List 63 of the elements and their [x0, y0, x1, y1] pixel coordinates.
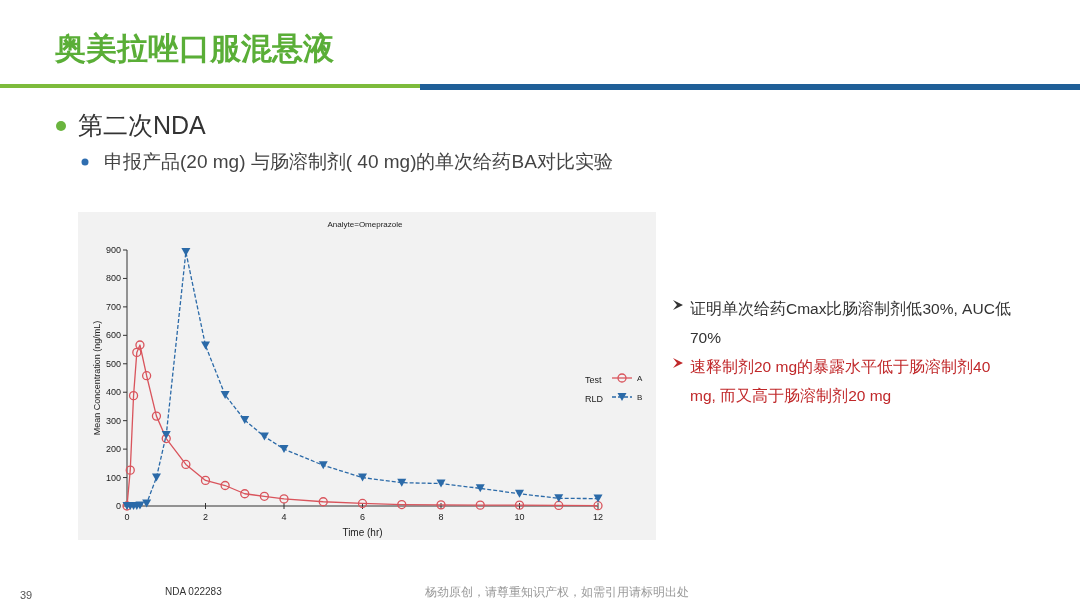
x-tick-label: 6	[359, 512, 366, 522]
chart-subtitle: Analyte=Omeprazole	[327, 220, 404, 229]
text: 39	[20, 589, 33, 601]
point	[259, 491, 270, 501]
point	[514, 500, 525, 510]
point	[397, 478, 407, 487]
point	[161, 430, 171, 439]
point	[279, 494, 289, 504]
x-tick-label: 8	[438, 512, 444, 522]
y-tick-label: 100	[105, 472, 121, 483]
point	[554, 494, 564, 503]
point	[141, 371, 152, 381]
point	[318, 497, 328, 507]
point	[142, 499, 152, 508]
point	[240, 416, 250, 425]
y-tick-label: 300	[105, 415, 121, 426]
text: 杨劲原创，请尊重知识产权，如需引用请标明出处	[425, 585, 689, 600]
point	[279, 445, 289, 454]
x-tick-label: 12	[592, 512, 604, 522]
annotation: RLD	[585, 394, 604, 404]
point	[128, 390, 139, 401]
point	[397, 499, 407, 510]
point	[515, 489, 524, 498]
point	[181, 247, 191, 256]
point	[135, 340, 145, 350]
text: 第二次NDA	[78, 110, 206, 141]
x-axis-title: Time (hr)	[342, 527, 383, 538]
point	[125, 465, 135, 475]
point	[475, 500, 485, 510]
x-tick-label: 0	[124, 512, 130, 522]
y-tick-label: 0	[115, 501, 121, 511]
point	[161, 433, 171, 444]
legend-label: A	[637, 374, 643, 383]
point	[240, 489, 250, 499]
text: NDA 022283	[165, 586, 222, 597]
x-tick-label: 10	[514, 512, 525, 522]
text: 证明单次给药Cmax比肠溶制剂低30%, AUC低70%	[690, 299, 1012, 348]
x-tick-label: 4	[281, 512, 287, 522]
y-tick-label: 900	[105, 245, 121, 255]
point	[200, 475, 211, 486]
chart-title: 奥美拉唑口服混悬液	[55, 30, 334, 68]
y-tick-label: 500	[105, 358, 121, 369]
legend-label: B	[637, 393, 643, 402]
point	[357, 498, 368, 509]
x-tick-label: 2	[202, 512, 209, 522]
point	[318, 461, 328, 470]
point	[181, 459, 191, 470]
y-tick-label: 200	[105, 444, 121, 455]
y-tick-label: 600	[105, 330, 121, 341]
y-axis-title: Mean Concentration (ng/mL)	[92, 320, 102, 436]
point	[220, 480, 230, 491]
y-tick-label: 700	[105, 301, 121, 312]
y-tick-label: 400	[105, 387, 121, 398]
point	[475, 484, 485, 493]
point	[151, 411, 162, 421]
y-tick-label: 800	[105, 273, 121, 284]
point	[220, 391, 230, 400]
point	[554, 500, 564, 511]
point	[436, 500, 446, 510]
text: 申报产品(20 mg) 与肠溶制剂( 40 mg)的单次给药BA对比实验	[104, 150, 613, 174]
annotation: Test	[585, 375, 603, 385]
point	[132, 347, 142, 358]
text: 速释制剂20 mg的暴露水平低于肠溶制剂40 mg, 而又高于肠溶制剂20 mg	[690, 357, 992, 406]
